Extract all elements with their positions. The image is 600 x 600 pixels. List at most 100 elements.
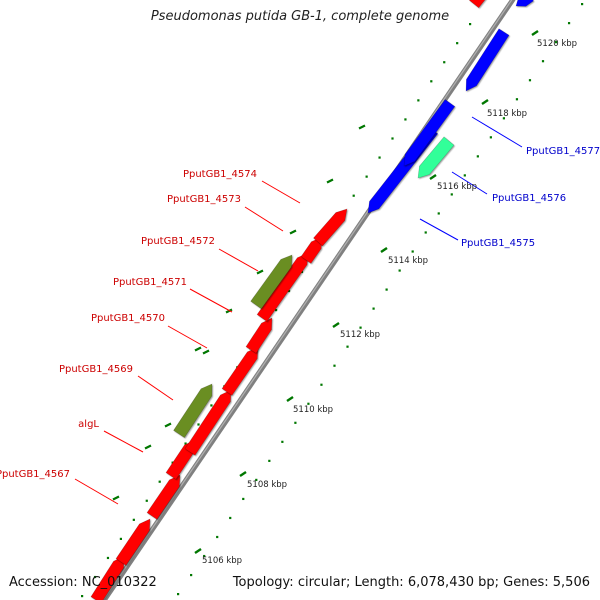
tick-dot-right-outer [281, 440, 284, 443]
tick-dot-right-outer [489, 136, 492, 139]
tick-dot-right-outer [359, 326, 362, 329]
tick-dot-right-outer [463, 174, 466, 177]
forward-gene-label[interactable]: algL [78, 419, 99, 430]
length-value: 6,078,430 bp [407, 575, 495, 590]
tick-dot-left-outer [119, 537, 122, 540]
tick-dot-left-outer [443, 61, 446, 64]
map-title: Pseudomonas putida GB-1, complete genome [150, 9, 450, 24]
scale-tick-mark [332, 322, 340, 328]
tick-dot-right-outer [216, 535, 219, 539]
forward-label-connector [189, 288, 233, 313]
scale-tick-mark [380, 247, 388, 253]
accession-label: Accession: [9, 575, 78, 590]
scale-tick-label: 5110 kbp [293, 405, 333, 415]
scale-tick-mark [286, 396, 294, 402]
reverse-gene-arrow[interactable] [403, 99, 456, 167]
left-dash [225, 308, 233, 314]
tick-dot-right-outer [255, 478, 258, 482]
forward-highlight-gene[interactable] [173, 383, 213, 438]
forward-gene-label[interactable]: PputGB1_4567 [0, 469, 70, 480]
reverse-gene-label[interactable]: PputGB1_4576 [492, 193, 566, 204]
tick-dot-right-outer [411, 250, 414, 253]
forward-gene-arrow[interactable] [115, 518, 151, 566]
forward-label-connector [137, 375, 174, 401]
tick-dot-tracks [81, 3, 584, 598]
forward-label-connector [218, 248, 259, 272]
scale-tick-mark [481, 99, 489, 105]
tick-dot-left-outer [275, 309, 278, 312]
scale-tick-mark [194, 548, 202, 554]
forward-gene-label[interactable]: PputGB1_4573 [167, 194, 241, 205]
left-dash [194, 346, 202, 352]
tick-dot-right-outer [372, 307, 375, 310]
reverse-gene-label[interactable]: PputGB1_4575 [461, 238, 535, 249]
backbone-highlight [102, 0, 513, 600]
tick-dot-right-outer [502, 117, 506, 120]
tick-dot-right-outer [437, 212, 440, 215]
tick-dot-left-outer [352, 194, 355, 197]
length-label: Length: [354, 575, 404, 590]
tick-dot-right-outer [554, 41, 558, 44]
tick-dot-right-outer [541, 60, 545, 63]
reverse-highlight-gene[interactable] [417, 136, 455, 179]
accession-value: NC_010322 [81, 575, 157, 590]
label-connectors [74, 116, 523, 505]
forward-gene-arrow[interactable] [313, 208, 348, 247]
forward-gene-label[interactable]: PputGB1_4570 [91, 313, 165, 324]
tick-dot-left-outer [210, 404, 213, 407]
genome-backbone [100, 0, 519, 600]
tick-dot-right-outer [398, 269, 401, 272]
scale-tick-label: 5114 kbp [388, 256, 428, 266]
scale-tick-mark [531, 30, 539, 36]
tick-dot-left-outer [469, 23, 472, 26]
scale-tick-label: 5108 kbp [247, 480, 287, 490]
tick-dot-right-outer [476, 155, 479, 158]
tick-dot-left-outer [378, 156, 381, 159]
left-dash [326, 178, 334, 184]
tick-dot-right-outer [385, 288, 388, 291]
tick-dot-right-outer [515, 98, 519, 101]
forward-gene-arrow[interactable] [468, 0, 498, 9]
scale-tick-label: 5118 kbp [487, 109, 527, 119]
tick-dot-left-outer [158, 480, 161, 483]
tick-dot-left-outer [145, 499, 148, 502]
backbone-line [101, 0, 516, 600]
tick-dot-left-outer [430, 80, 433, 83]
tick-dot-right-outer [581, 3, 584, 6]
tick-dot-right-outer [333, 364, 336, 367]
forward-gene-label[interactable]: PputGB1_4574 [183, 169, 257, 180]
tick-dot-left-outer [81, 595, 84, 598]
reverse-label-connector [451, 171, 488, 195]
tick-dot-right-outer [567, 22, 571, 25]
scale-ticks: 5106 kbp 5108 kbp 5110 kbp 5112 kbp 5114 kbp… [194, 30, 577, 566]
forward-label-connector [261, 180, 301, 204]
forward-gene-label[interactable]: PputGB1_4569 [59, 364, 133, 375]
scale-tick-mark [239, 471, 247, 477]
tick-dot-right-outer [346, 345, 349, 348]
left-dash [144, 444, 152, 450]
forward-highlight-gene[interactable] [250, 254, 293, 310]
tick-dot-right-outer [307, 402, 310, 405]
reverse-gene-arrow[interactable] [515, 0, 534, 7]
tick-dot-left-outer [404, 118, 407, 121]
tick-dot-left-outer [106, 556, 110, 560]
forward-gene-arrow[interactable] [245, 317, 273, 354]
left-dash [202, 349, 210, 355]
left-dash [358, 124, 366, 130]
forward-gene-label[interactable]: PputGB1_4572 [141, 236, 215, 247]
tick-dot-right-outer [177, 593, 180, 596]
reverse-gene-arrow[interactable] [465, 28, 510, 92]
tick-dot-right-outer [190, 573, 193, 577]
forward-label-connector [244, 206, 284, 232]
accession-info: Accession: NC_010322 [9, 575, 157, 590]
forward-gene-label[interactable]: PputGB1_4571 [113, 277, 187, 288]
reverse-label-connector [419, 218, 459, 241]
forward-label-connector [103, 430, 144, 453]
tick-dot-right-outer [229, 516, 232, 520]
reverse-gene-label[interactable]: PputGB1_4577 [526, 146, 600, 157]
topology-label: Topology: [232, 575, 294, 590]
genes-value: 5,506 [552, 575, 590, 590]
tick-dot-left-outer [417, 99, 420, 102]
tick-dot-right-outer [450, 193, 453, 196]
forward-gene-arrow[interactable] [184, 389, 232, 456]
